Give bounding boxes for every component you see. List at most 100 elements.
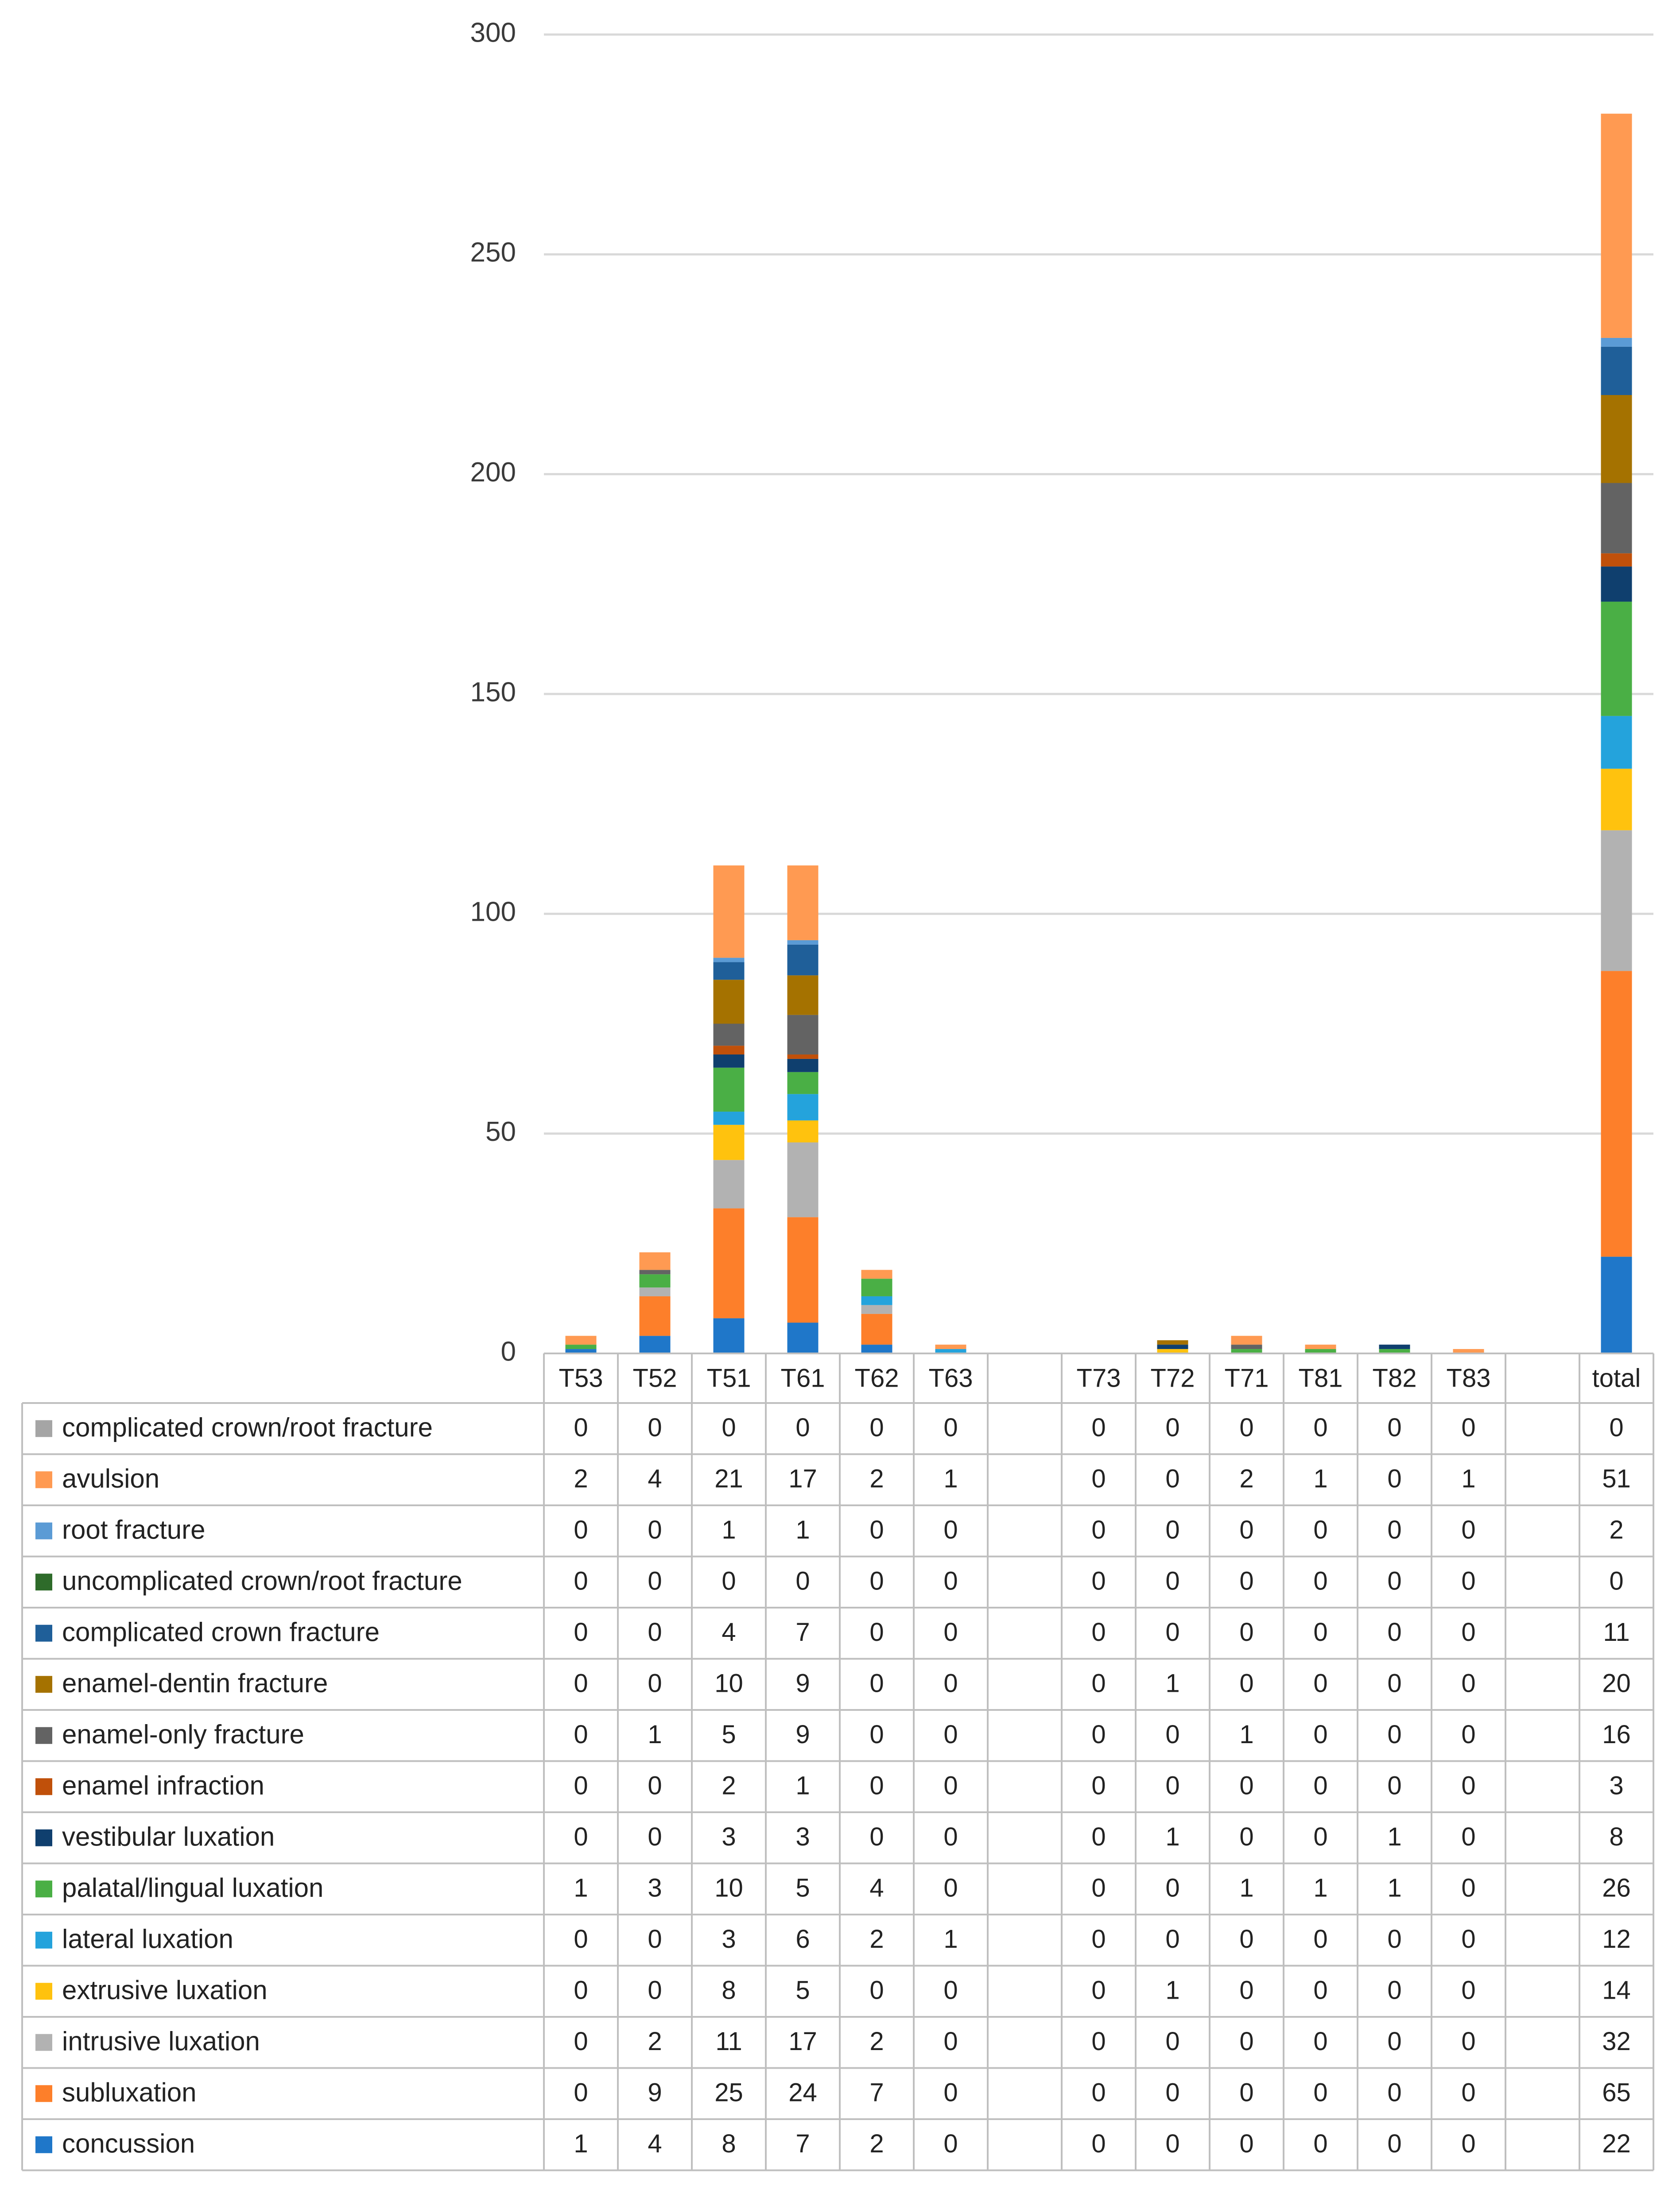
table-value: 0	[1239, 1516, 1253, 1544]
table-value: 0	[1091, 2129, 1106, 2158]
table-value: 1	[795, 1771, 810, 1800]
legend-swatch	[35, 1829, 52, 1846]
table-value: 0	[1313, 2078, 1327, 2107]
table-value: 0	[1091, 1874, 1106, 1903]
table-value: 0	[943, 2027, 958, 2056]
category-label: T53	[559, 1364, 603, 1392]
table-value: 0	[1461, 1567, 1475, 1596]
table-value: 0	[1313, 1567, 1327, 1596]
table-value: 12	[1602, 1925, 1631, 1954]
bar-segment	[1305, 1349, 1336, 1353]
table-value: 0	[869, 1516, 884, 1544]
data-table: T53 T52 T51 T61 T62 T63 T73 T72 T71 T81 T82 T83 tota…	[21, 1353, 1654, 2171]
table-value: 65	[1602, 2078, 1631, 2107]
table-value: 0	[1461, 1874, 1475, 1903]
category-label: T81	[1299, 1364, 1343, 1392]
bar-segment	[1157, 1340, 1188, 1345]
legend-swatch	[35, 1574, 52, 1591]
table-value: 0	[1165, 1771, 1179, 1800]
table-value: 1	[648, 1720, 662, 1749]
legend-swatch	[35, 2034, 52, 2051]
table-value: 11	[1603, 1618, 1630, 1647]
legend-label: vestibular luxation	[62, 1822, 275, 1852]
table-value: 2	[1239, 1465, 1253, 1493]
table-value: 0	[574, 1771, 588, 1800]
table-value: 1	[574, 1874, 588, 1903]
table-value: 0	[1461, 1516, 1475, 1544]
table-value: 0	[648, 1618, 662, 1647]
bar-segment	[639, 1287, 671, 1296]
table-value: 0	[574, 2078, 588, 2107]
bars	[565, 113, 1632, 1353]
table-value: 3	[1609, 1771, 1623, 1800]
table-value: 0	[1387, 1976, 1401, 2005]
bar-segment	[787, 1142, 819, 1217]
legend-swatch	[35, 1676, 52, 1693]
table-value: 3	[722, 1822, 736, 1851]
table-value: 0	[1313, 1516, 1327, 1544]
legend-label: root fracture	[62, 1515, 205, 1545]
bar-segment	[713, 865, 745, 958]
table-value: 0	[943, 1720, 958, 1749]
table-value: 0	[1091, 1516, 1106, 1544]
table-value: 0	[1165, 2027, 1179, 2056]
bar-segment	[1157, 1349, 1188, 1353]
table-value: 2	[722, 1771, 736, 1800]
table-value: 0	[574, 1413, 588, 1442]
table-value: 0	[1461, 1618, 1475, 1647]
legend-label: lateral luxation	[62, 1924, 233, 1954]
table-value: 0	[1165, 2129, 1179, 2158]
legend-swatch	[35, 1420, 52, 1437]
table-value: 6	[795, 1925, 810, 1954]
bar-segment	[787, 1072, 819, 1094]
legend-swatch	[35, 1624, 52, 1642]
table-value: 0	[1165, 1925, 1179, 1954]
table-value: 0	[1091, 2078, 1106, 2107]
table-value: 51	[1602, 1465, 1631, 1493]
table-value: 0	[648, 1413, 662, 1442]
table-value: 21	[714, 1465, 743, 1493]
table-value: 0	[574, 1669, 588, 1698]
bar-segment	[1157, 1345, 1188, 1349]
table-value: 1	[1461, 1465, 1475, 1493]
table-value: 2	[869, 2027, 884, 2056]
table-value: 0	[1091, 1925, 1106, 1954]
table-value: 0	[1165, 1465, 1179, 1493]
table-value: 0	[1461, 1413, 1475, 1442]
table-value: 1	[1239, 1720, 1253, 1749]
table-value: 0	[1387, 1771, 1401, 1800]
bar-segment	[1601, 971, 1632, 1257]
table-value: 9	[648, 2078, 662, 2107]
bar-segment	[713, 980, 745, 1024]
bar-segment	[1231, 1349, 1262, 1353]
table-value: 4	[648, 1465, 662, 1493]
table-value: 32	[1602, 2027, 1631, 2056]
table-value: 0	[648, 1925, 662, 1954]
table-value: 0	[1239, 1822, 1253, 1851]
y-tick-label: 250	[470, 237, 516, 268]
bar-segment	[639, 1274, 671, 1288]
table-value: 0	[1387, 1925, 1401, 1954]
table-value: 0	[1091, 1618, 1106, 1647]
table-value: 0	[1609, 1413, 1623, 1442]
table-value: 0	[1313, 1413, 1327, 1442]
table-value: 11	[715, 2027, 742, 2056]
bar-segment	[1601, 716, 1632, 769]
bar-segment	[861, 1296, 892, 1305]
table-value: 0	[1313, 1925, 1327, 1954]
category-label: T52	[633, 1364, 677, 1392]
table-value: 0	[1313, 1618, 1327, 1647]
y-tick-label: 50	[485, 1116, 516, 1147]
bar-segment	[1453, 1349, 1484, 1353]
bar-segment	[1601, 483, 1632, 554]
table-value: 0	[1387, 1413, 1401, 1442]
gridlines	[544, 33, 1653, 1135]
table-value: 0	[943, 1669, 958, 1698]
table-value: 0	[1387, 1618, 1401, 1647]
table-value: 2	[1609, 1516, 1623, 1544]
y-axis-ticks: 0 50 100 150 200 250 300	[470, 17, 516, 1367]
table-value: 7	[795, 1618, 810, 1647]
table-value: 0	[943, 1516, 958, 1544]
bar-segment	[565, 1349, 597, 1353]
table-value: 0	[1461, 1720, 1475, 1749]
